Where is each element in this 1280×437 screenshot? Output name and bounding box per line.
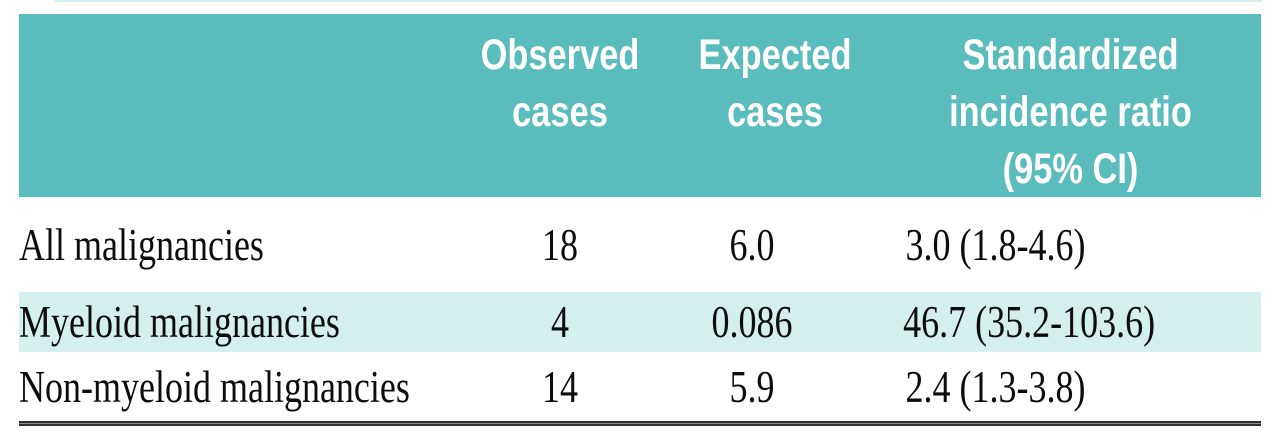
row-label-cell: Non-myeloid malignancies [19,361,450,413]
table-row-non-myeloid-malignancies: Non-myeloid malignancies 14 5.9 2.4 (1.3… [19,352,1261,421]
expected-cases-value: 6.0 [729,219,775,270]
header-line: incidence ratio [949,88,1192,136]
row-label-cell: All malignancies [19,219,450,271]
header-line: Observed [480,31,640,79]
row-label-cell: Myeloid malignancies [19,296,450,348]
standardized-incidence-ratio-cell: 3.0 (1.8-4.6) [880,219,1261,271]
standardized-incidence-ratio-cell: 2.4 (1.3-3.8) [880,361,1261,413]
sir-value: 2.4 (1.3-3.8) [905,361,1086,412]
header-line: (95% CI) [1002,145,1139,193]
table-row-all-malignancies: All malignancies 18 6.0 3.0 (1.8-4.6) [19,197,1261,292]
standardized-incidence-ratio-cell: 46.7 (35.2-103.6) [880,296,1261,348]
observed-cases-cell: 18 [450,219,670,271]
expected-cases-cell: 5.9 [670,361,880,413]
row-label: All malignancies [19,219,264,270]
expected-cases-value: 0.086 [711,297,793,347]
observed-cases-value: 4 [551,297,569,347]
header-cell-expected-cases: Expected cases [670,14,880,198]
sir-value: 46.7 (35.2-103.6) [903,297,1156,347]
header-line: Standardized [962,31,1179,79]
observed-cases-cell: 4 [450,296,670,348]
expected-cases-cell: 0.086 [670,296,880,348]
expected-cases-value: 5.9 [729,361,775,412]
observed-cases-value: 14 [542,361,578,412]
row-label: Non-myeloid malignancies [19,361,410,412]
top-divider-line [55,0,1262,2]
expected-cases-cell: 6.0 [670,219,880,271]
header-line: cases [512,88,608,136]
table-header-row: Observed cases Expected cases Standardiz… [19,14,1261,197]
observed-cases-value: 18 [542,219,578,270]
incidence-ratio-table: Observed cases Expected cases Standardiz… [19,14,1261,421]
header-cell-standardized-incidence-ratio: Standardized incidence ratio (95% CI) [880,14,1261,198]
header-line: Expected [698,31,852,79]
sir-value: 3.0 (1.8-4.6) [905,219,1086,270]
header-cell-category [19,14,450,198]
table-bottom-rule [19,421,1261,426]
table-row-myeloid-malignancies: Myeloid malignancies 4 0.086 46.7 (35.2-… [19,292,1261,352]
header-line: cases [727,88,823,136]
row-label: Myeloid malignancies [19,297,340,347]
observed-cases-cell: 14 [450,361,670,413]
header-cell-observed-cases: Observed cases [450,14,670,198]
